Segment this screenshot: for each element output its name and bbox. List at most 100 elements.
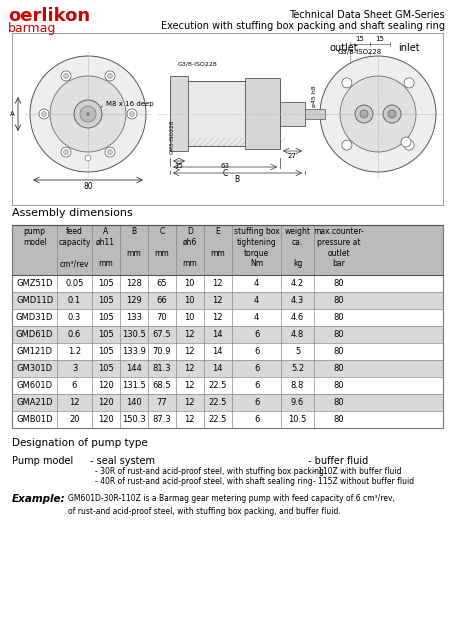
Text: 27: 27 — [288, 153, 296, 159]
Circle shape — [87, 113, 90, 115]
Text: 22.5: 22.5 — [209, 415, 227, 424]
Text: oerlikon: oerlikon — [8, 7, 90, 25]
Text: 80: 80 — [83, 182, 93, 191]
Text: - buffer fluid: - buffer fluid — [308, 456, 368, 466]
Text: 9.6: 9.6 — [291, 398, 304, 407]
Bar — [12, 33, 443, 205]
Text: pump
model: pump model — [23, 227, 47, 247]
Bar — [12, 225, 443, 428]
Text: Execution with stuffing box packing and shaft sealing ring: Execution with stuffing box packing and … — [161, 21, 445, 31]
Text: GM3-ISO228: GM3-ISO228 — [170, 120, 175, 154]
Circle shape — [80, 106, 96, 122]
Text: 6: 6 — [254, 415, 259, 424]
Text: 105: 105 — [98, 279, 114, 288]
Text: GMD11D: GMD11D — [16, 296, 53, 305]
Text: 4.8: 4.8 — [291, 330, 304, 339]
Text: A: A — [10, 111, 15, 117]
Bar — [12, 360, 443, 377]
Circle shape — [320, 56, 436, 172]
Text: GMB01D: GMB01D — [16, 415, 53, 424]
Text: 5.2: 5.2 — [291, 364, 304, 373]
Text: 5: 5 — [295, 347, 300, 356]
Circle shape — [340, 76, 416, 152]
Text: inlet: inlet — [398, 43, 420, 53]
Text: G3/8-ISO228: G3/8-ISO228 — [178, 62, 218, 67]
Circle shape — [127, 109, 137, 119]
Bar — [12, 309, 443, 326]
Text: 6: 6 — [254, 398, 259, 407]
Text: 105: 105 — [98, 330, 114, 339]
Text: 12: 12 — [184, 347, 195, 356]
Text: 20: 20 — [69, 415, 80, 424]
Text: 12: 12 — [184, 381, 195, 390]
Text: 128: 128 — [126, 279, 142, 288]
Circle shape — [342, 140, 352, 150]
Text: GMZ51D: GMZ51D — [16, 279, 53, 288]
Text: 12: 12 — [212, 296, 223, 305]
Circle shape — [404, 140, 414, 150]
Text: C: C — [222, 169, 227, 178]
Text: 80: 80 — [333, 296, 344, 305]
Text: 6: 6 — [254, 330, 259, 339]
Circle shape — [105, 147, 115, 157]
Text: max.counter-
pressure at
outlet
bar: max.counter- pressure at outlet bar — [313, 227, 364, 268]
Text: 10.5: 10.5 — [289, 415, 307, 424]
Text: 12: 12 — [184, 364, 195, 373]
Text: 105: 105 — [98, 296, 114, 305]
Text: GM121D: GM121D — [17, 347, 53, 356]
Text: 70: 70 — [156, 313, 167, 322]
Circle shape — [39, 109, 49, 119]
Text: 120: 120 — [98, 381, 114, 390]
Text: 65: 65 — [156, 279, 167, 288]
Text: ø45 h8: ø45 h8 — [312, 85, 317, 107]
Circle shape — [107, 150, 112, 155]
Text: 80: 80 — [333, 330, 344, 339]
Text: 12: 12 — [184, 398, 195, 407]
Text: 144: 144 — [126, 364, 142, 373]
Text: GM601D: GM601D — [17, 381, 53, 390]
Text: 4.2: 4.2 — [291, 279, 304, 288]
Text: C

mm: C mm — [154, 227, 169, 257]
Bar — [12, 343, 443, 360]
Text: 4: 4 — [254, 313, 259, 322]
Text: 10: 10 — [184, 296, 195, 305]
Text: A
øh11

mm: A øh11 mm — [96, 227, 115, 268]
Text: 4: 4 — [254, 279, 259, 288]
Text: 87.3: 87.3 — [152, 415, 171, 424]
Text: weight
ca.

kg: weight ca. kg — [284, 227, 311, 268]
Text: 12: 12 — [212, 279, 223, 288]
Circle shape — [360, 110, 368, 118]
Text: GM601D-30R-110Z is a Barmag gear metering pump with feed capacity of 6 cm³/rev,
: GM601D-30R-110Z is a Barmag gear meterin… — [68, 494, 395, 515]
Circle shape — [63, 74, 68, 78]
Bar — [12, 292, 443, 309]
Text: 12: 12 — [184, 415, 195, 424]
Text: 15: 15 — [356, 36, 364, 42]
Text: 80: 80 — [333, 279, 344, 288]
Text: G3/8-ISO228: G3/8-ISO228 — [338, 49, 382, 55]
Text: 77: 77 — [156, 398, 167, 407]
Text: GMA21D: GMA21D — [16, 398, 53, 407]
Bar — [170, 81, 280, 146]
Text: 0.3: 0.3 — [68, 313, 81, 322]
Text: stuffing box
tightening
torque
Nm: stuffing box tightening torque Nm — [234, 227, 280, 268]
Text: 133: 133 — [126, 313, 142, 322]
Text: 22.5: 22.5 — [209, 398, 227, 407]
Text: 80: 80 — [333, 347, 344, 356]
Text: 15: 15 — [376, 36, 385, 42]
Text: 80: 80 — [333, 415, 344, 424]
Text: 133.9: 133.9 — [122, 347, 146, 356]
Circle shape — [42, 111, 47, 116]
Text: outlet: outlet — [330, 43, 359, 53]
Text: 63: 63 — [221, 163, 230, 169]
Text: 12: 12 — [212, 313, 223, 322]
Text: 81.3: 81.3 — [153, 364, 171, 373]
Circle shape — [50, 76, 126, 152]
Text: 4: 4 — [254, 296, 259, 305]
Circle shape — [107, 74, 112, 78]
Text: 3: 3 — [72, 364, 77, 373]
Bar — [245, 78, 280, 149]
Text: M8 x 16 deep: M8 x 16 deep — [106, 101, 154, 107]
Text: GMD31D: GMD31D — [16, 313, 53, 322]
Text: 105: 105 — [98, 347, 114, 356]
Text: 105: 105 — [98, 313, 114, 322]
